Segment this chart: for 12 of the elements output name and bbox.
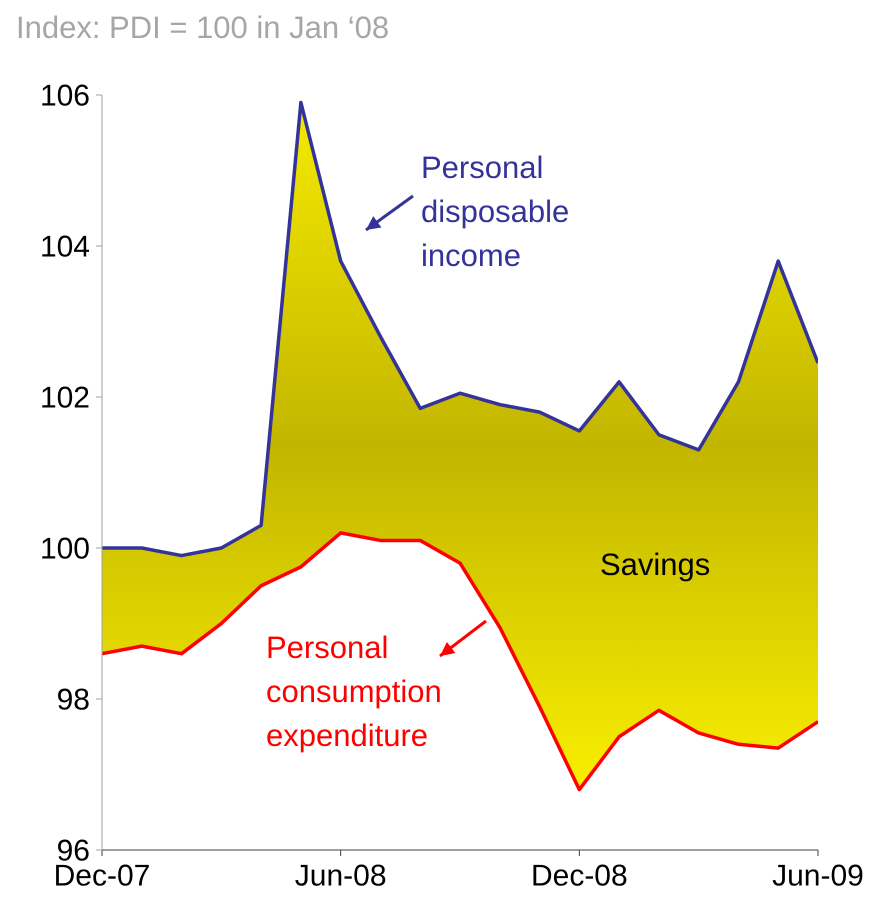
annotation: Savings — [600, 547, 710, 582]
y-tick-label: 98 — [56, 684, 90, 717]
y-tick-label: 102 — [40, 382, 90, 415]
y-tick-label: 104 — [40, 230, 90, 264]
y-tick-label: 100 — [40, 532, 90, 566]
y-tick-label: 106 — [40, 80, 90, 113]
chart-title: Index: PDI = 100 in Jan ‘08 — [15, 9, 390, 47]
series-label: Personal consumption expenditure — [266, 630, 442, 753]
legend-label: Personal disposable income — [421, 150, 570, 273]
x-tick-label: Jun-09 — [772, 859, 864, 892]
x-tick-label: Jun-08 — [294, 859, 387, 892]
x-tick-label: Dec-08 — [530, 859, 628, 892]
